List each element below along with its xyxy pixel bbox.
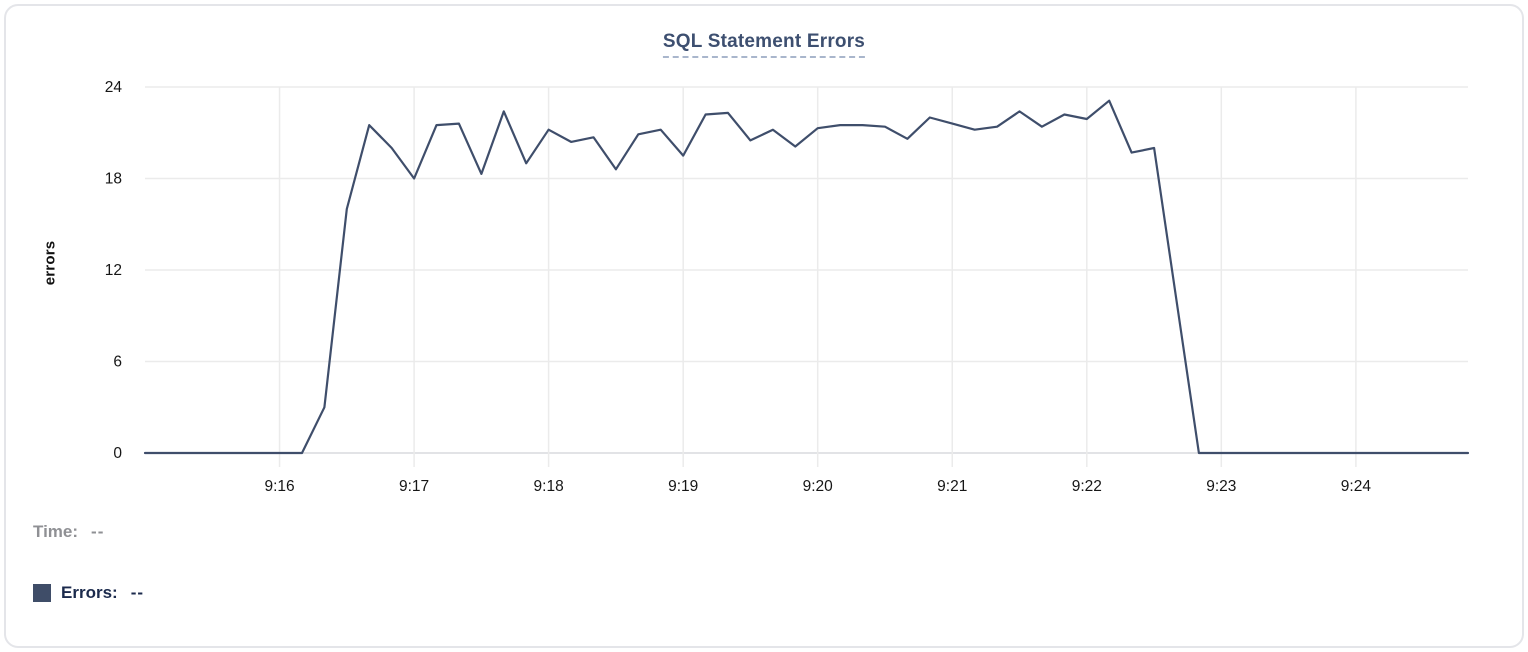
svg-text:9:16: 9:16 xyxy=(264,478,294,495)
errors-legend-swatch-icon xyxy=(33,584,51,602)
tooltip-errors-label: Errors: xyxy=(61,583,118,602)
svg-text:9:18: 9:18 xyxy=(534,478,564,495)
tooltip-time-value: -- xyxy=(91,522,105,541)
svg-text:12: 12 xyxy=(105,262,122,279)
line-chart-plot[interactable]: 0 6 12 18 24 9:16 9:17 9:18 9:19 9:20 9:21 9:22 9:23… xyxy=(6,6,1526,516)
chart-card: SQL Statement Errors errors 0 6 12 18 24 9:16… xyxy=(4,4,1524,648)
tooltip-errors-value: -- xyxy=(130,583,145,602)
svg-text:9:24: 9:24 xyxy=(1341,478,1372,495)
svg-text:6: 6 xyxy=(113,354,122,371)
svg-text:9:19: 9:19 xyxy=(668,478,698,495)
tooltip-errors-row: Errors: -- xyxy=(33,583,144,603)
tooltip-time-label: Time: xyxy=(33,522,79,541)
tooltip-time-row: Time: -- xyxy=(33,522,104,542)
svg-text:24: 24 xyxy=(105,79,123,96)
svg-text:9:20: 9:20 xyxy=(803,478,834,495)
svg-text:9:23: 9:23 xyxy=(1206,478,1236,495)
chart-title[interactable]: SQL Statement Errors xyxy=(662,31,866,58)
chart-title-wrap: SQL Statement Errors xyxy=(662,31,866,58)
svg-text:9:21: 9:21 xyxy=(937,478,967,495)
svg-text:18: 18 xyxy=(105,171,122,188)
svg-text:0: 0 xyxy=(113,445,122,462)
svg-text:9:17: 9:17 xyxy=(399,478,429,495)
svg-text:9:22: 9:22 xyxy=(1072,478,1102,495)
